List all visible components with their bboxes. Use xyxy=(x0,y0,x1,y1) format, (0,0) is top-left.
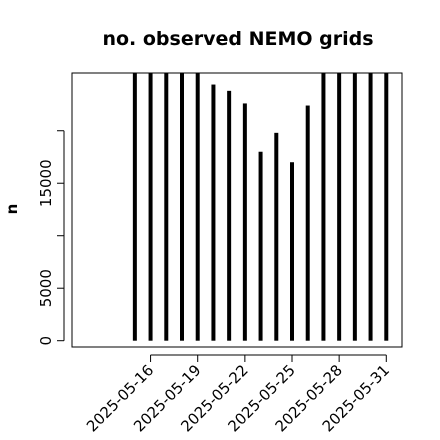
bar-2025-05-19 xyxy=(195,73,200,341)
plot-frame xyxy=(71,72,403,348)
bar-2025-05-21 xyxy=(227,90,232,341)
bar-2025-05-23 xyxy=(258,151,263,341)
chart-title: no. observed NEMO grids xyxy=(102,28,373,50)
x-axis: 2025-05-162025-05-192025-05-222025-05-25… xyxy=(83,354,393,435)
bar-2025-05-16 xyxy=(148,73,153,341)
bar-2025-05-20 xyxy=(211,84,216,341)
bar-2025-05-27 xyxy=(321,73,326,341)
bar-2025-05-29 xyxy=(352,73,357,341)
bar-2025-05-28 xyxy=(337,73,342,341)
y-axis-label: n xyxy=(3,204,21,215)
bar-2025-05-25 xyxy=(290,162,294,341)
bar-2025-05-26 xyxy=(305,105,310,341)
bar-2025-05-31 xyxy=(384,73,389,341)
bars-layer xyxy=(132,73,389,341)
bar-2025-05-17 xyxy=(164,73,169,341)
bar-2025-05-24 xyxy=(274,132,279,341)
bar-2025-05-22 xyxy=(242,103,247,341)
y-axis: 0 5000 15000 xyxy=(37,130,65,346)
y-tick-label-15000: 15000 xyxy=(37,159,55,207)
bar-2025-05-30 xyxy=(368,73,373,341)
y-tick-label-0: 0 xyxy=(37,336,55,346)
y-tick-label-5000: 5000 xyxy=(37,269,55,307)
bar-2025-05-15 xyxy=(132,73,137,341)
bar-2025-05-18 xyxy=(180,73,184,341)
